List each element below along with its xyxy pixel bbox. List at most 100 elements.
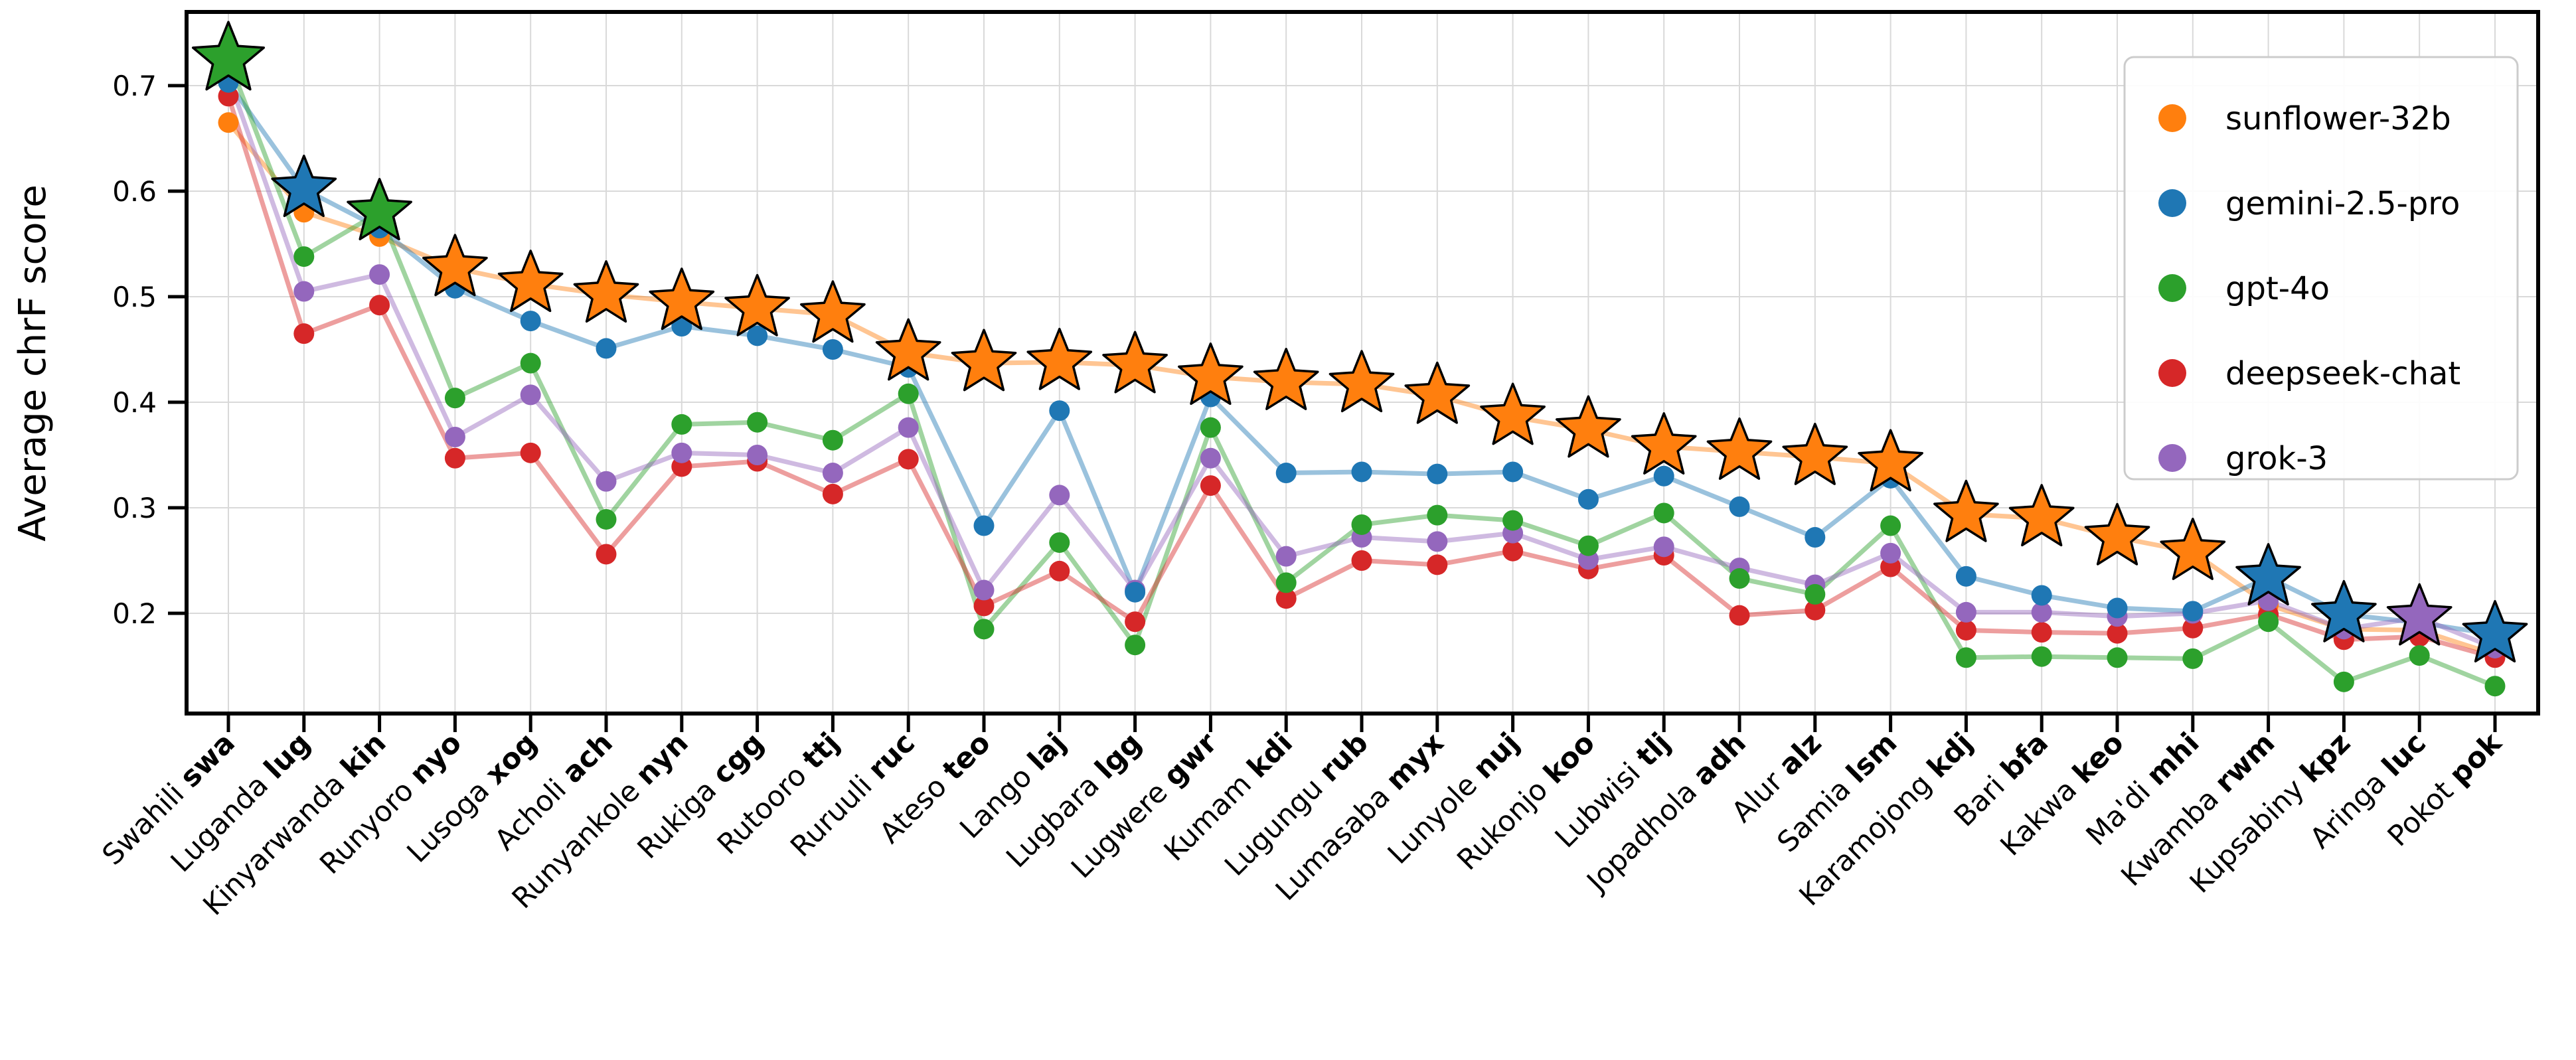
x-tick-label-nuj: Lunyole nuj: [1382, 726, 1526, 870]
data-point-gpt-4o: [898, 383, 919, 404]
data-point-deepseek-chat: [1275, 588, 1297, 609]
data-point-deepseek-chat: [1125, 611, 1146, 633]
legend: sunflower-32b gemini-2.5-pro gpt-4o deepsee…: [2123, 56, 2519, 481]
data-point-gpt-4o: [596, 508, 617, 530]
data-point-deepseek-chat: [1049, 560, 1070, 581]
best-model-star-sunflower-32b: [1178, 342, 1244, 406]
y-tick-label: 0.6: [112, 175, 157, 208]
data-point-grok-3: [1200, 447, 1221, 469]
best-model-star-gpt-4o: [347, 178, 412, 241]
data-point-gpt-4o: [2409, 645, 2430, 666]
best-model-star-sunflower-32b: [875, 318, 941, 381]
axes: [168, 10, 2540, 732]
data-point-gpt-4o: [1577, 535, 1599, 556]
best-model-star-gpt-4o: [191, 21, 266, 91]
best-model-star-sunflower-32b: [649, 267, 715, 331]
legend-item-deepseek-chat: deepseek-chat: [2158, 355, 2460, 392]
legend-item-sunflower-32b: sunflower-32b: [2158, 100, 2451, 137]
data-point-deepseek-chat: [444, 447, 465, 469]
data-point-deepseek-chat: [1502, 540, 1524, 562]
data-point-gpt-4o: [2258, 611, 2279, 633]
legend-marker-icon: [2158, 189, 2186, 217]
legend-box: [2123, 56, 2519, 481]
data-point-deepseek-chat: [1200, 475, 1221, 496]
data-point-grok-3: [1275, 546, 1297, 567]
data-point-deepseek-chat: [596, 544, 617, 565]
data-point-grok-3: [898, 417, 919, 438]
data-point-grok-3: [1653, 536, 1674, 558]
best-model-star-sunflower-32b: [1253, 348, 1319, 410]
legend-item-gpt-4o: gpt-4o: [2158, 270, 2330, 307]
data-point-deepseek-chat: [1729, 605, 1750, 626]
data-point-gpt-4o: [2107, 647, 2128, 668]
data-point-gemini-2.5-pro: [1502, 461, 1524, 483]
best-model-star-sunflower-32b: [1102, 331, 1168, 394]
data-point-gemini-2.5-pro: [1427, 463, 1448, 485]
y-tick-label: 0.2: [112, 597, 157, 630]
best-model-star-sunflower-32b: [800, 280, 866, 343]
best-model-star-sunflower-32b: [1933, 479, 1999, 542]
best-model-star-sunflower-32b: [2008, 484, 2075, 547]
data-point-deepseek-chat: [2031, 622, 2052, 643]
data-point-gpt-4o: [2484, 676, 2506, 697]
best-model-star-sunflower-32b: [1631, 412, 1697, 475]
data-point-grok-3: [1427, 531, 1448, 552]
legend-marker-icon: [2158, 444, 2186, 472]
best-model-star-sunflower-32b: [724, 273, 790, 337]
data-point-grok-3: [973, 579, 995, 601]
data-point-gemini-2.5-pro: [1275, 463, 1297, 484]
data-point-gpt-4o: [822, 429, 843, 451]
data-point-gemini-2.5-pro: [822, 339, 843, 360]
best-model-star-sunflower-32b: [1706, 417, 1773, 480]
data-point-gpt-4o: [671, 414, 692, 435]
data-point-deepseek-chat: [1351, 550, 1372, 571]
data-point-gpt-4o: [1200, 417, 1221, 438]
data-point-grok-3: [520, 384, 541, 406]
data-point-deepseek-chat: [898, 449, 919, 470]
x-tick-label-swa: Swahili swa: [96, 726, 242, 871]
y-tick-label: 0.3: [112, 492, 157, 524]
legend-label: grok-3: [2225, 440, 2328, 477]
data-point-deepseek-chat: [2182, 617, 2204, 639]
best-model-star-grok-3: [2386, 583, 2453, 646]
best-model-star-sunflower-32b: [422, 234, 488, 297]
data-point-deepseek-chat: [1427, 554, 1448, 575]
y-tick-label: 0.4: [112, 386, 157, 419]
data-point-grok-3: [293, 281, 315, 302]
data-point-grok-3: [747, 445, 768, 465]
best-model-star-gemini-2.5-pro: [2311, 579, 2377, 643]
data-point-gemini-2.5-pro: [1125, 581, 1146, 603]
data-point-gemini-2.5-pro: [1729, 496, 1750, 517]
y-tick-labels: 0.2 0.3 0.4 0.5 0.6 0.7: [112, 70, 157, 630]
data-point-gpt-4o: [2333, 671, 2354, 692]
legend-label: deepseek-chat: [2225, 355, 2460, 392]
legend-label: sunflower-32b: [2225, 100, 2451, 137]
data-point-grok-3: [444, 426, 465, 447]
data-point-gemini-2.5-pro: [2031, 585, 2052, 606]
best-model-star-sunflower-32b: [1858, 429, 1923, 492]
best-model-star-sunflower-32b: [2160, 518, 2226, 580]
data-point-deepseek-chat: [520, 442, 541, 463]
data-point-gpt-4o: [2031, 646, 2052, 667]
data-point-grok-3: [596, 471, 617, 492]
data-point-deepseek-chat: [1805, 599, 1826, 621]
data-points: [218, 66, 2506, 697]
data-point-grok-3: [2031, 601, 2052, 623]
data-point-deepseek-chat: [973, 595, 995, 617]
best-model-star-sunflower-32b: [573, 260, 639, 323]
best-model-star-gemini-2.5-pro: [2235, 543, 2301, 606]
legend-marker-icon: [2158, 359, 2186, 387]
data-point-grok-3: [822, 463, 843, 484]
best-model-star-sunflower-32b: [1782, 422, 1848, 485]
best-model-star-sunflower-32b: [497, 250, 564, 313]
best-model-star-sunflower-32b: [1556, 395, 1621, 458]
best-model-star-sunflower-32b: [1328, 350, 1395, 413]
data-point-deepseek-chat: [2107, 623, 2128, 644]
data-point-gpt-4o: [1805, 583, 1826, 605]
data-point-gpt-4o: [1653, 502, 1674, 524]
data-point-gpt-4o: [1729, 568, 1750, 589]
data-point-gemini-2.5-pro: [973, 515, 995, 536]
